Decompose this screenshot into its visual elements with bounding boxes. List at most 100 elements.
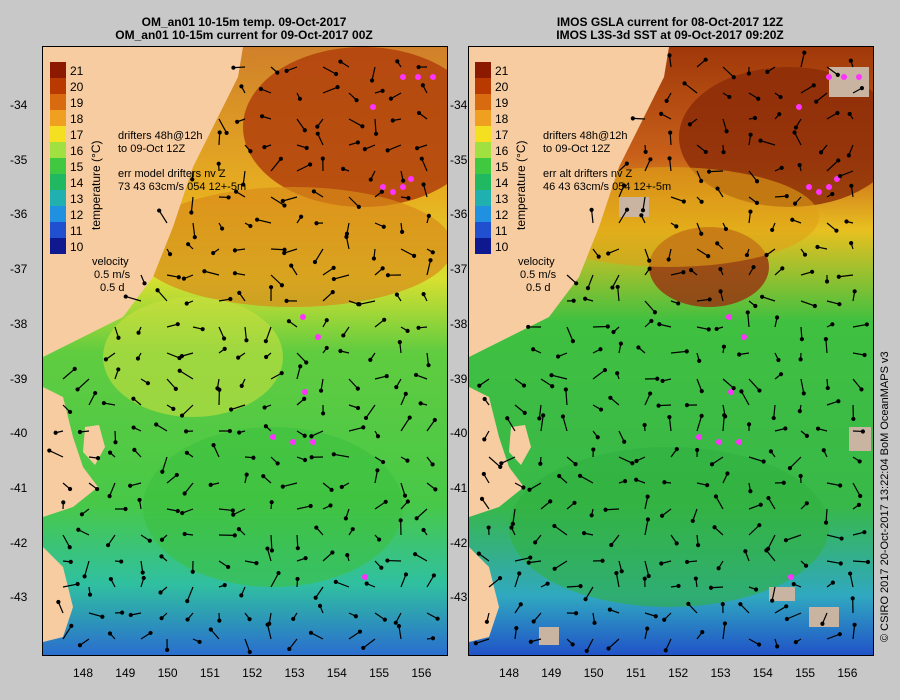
lat-tick-label: -36 [450, 207, 468, 222]
lon-tick-label: 152 [242, 666, 263, 680]
colorbar-tick-label: 13 [495, 192, 509, 206]
colorbar-segment [475, 222, 491, 238]
left-title-line1: OM_an01 10-15m temp. 09-Oct-2017 [141, 15, 347, 29]
lon-tick-label: 151 [199, 666, 220, 680]
right-drifters-line2: to 09-Oct 12Z [543, 143, 611, 155]
colorbar-segment [475, 62, 491, 78]
drifter-markers [270, 74, 436, 580]
right-velocity-legend: velocity 0.5 m/s 0.5 d [518, 256, 556, 295]
colorbar-tick-label: 11 [70, 224, 83, 238]
colorbar-tick-label: 19 [495, 96, 509, 110]
right-drifters-note: drifters 48h@12h to 09-Oct 12Z [543, 130, 628, 156]
colorbar-segment [475, 142, 491, 158]
left-err-line2: 73 43 63cm/s 054 12+-5m [118, 181, 247, 193]
right-err-note: err alt drifters nv Z 46 43 63cm/s 054 1… [543, 168, 671, 194]
colorbar-tick-label: 17 [70, 128, 84, 142]
colorbar-tick-label: 17 [495, 128, 509, 142]
lat-tick-label: -34 [10, 98, 28, 112]
colorbar-tick-label: 16 [70, 144, 84, 158]
left-drifters-note: drifters 48h@12h to 09-Oct 12Z [118, 130, 203, 156]
colorbar-segment [50, 126, 66, 142]
lat-tick-label: -42 [450, 535, 468, 550]
colorbar-tick-label: 10 [70, 240, 84, 254]
lat-tick-label: -34 [450, 98, 468, 112]
lat-tick-label: -37 [450, 262, 468, 277]
colorbar-tick-label: 12 [70, 208, 84, 222]
colorbar-segment [50, 62, 66, 78]
cloud-gaps [539, 67, 871, 645]
colorbar-segment [475, 126, 491, 142]
lon-tick-label: 149 [541, 666, 562, 680]
colorbar-tick-label: 18 [495, 112, 509, 126]
lat-tick-label: -39 [10, 371, 28, 386]
colorbar-right: 21 20 19 18 17 16 15 14 13 12 11 10 [475, 62, 508, 254]
lat-tick-label: -41 [10, 480, 28, 495]
colorbar-title-left: temperature (°C) [89, 140, 103, 231]
colorbar-tick-label: 18 [70, 112, 84, 126]
right-err-line1: err alt drifters nv Z [543, 168, 633, 180]
right-drifters-line1: drifters 48h@12h [543, 130, 628, 142]
lat-tick-label: -42 [10, 535, 28, 550]
colorbar-segment [50, 94, 66, 110]
colorbar-tick-label: 20 [495, 80, 509, 94]
lon-tick-label: 152 [668, 666, 689, 680]
lon-tick-label: 148 [498, 666, 520, 680]
left-map [42, 46, 448, 656]
lon-tick-label: 150 [157, 666, 178, 680]
colorbar-title-right: temperature (°C) [514, 140, 528, 231]
land-mainland [469, 47, 669, 357]
left-title-line2: OM_an01 10-15m current for 09-Oct-2017 0… [115, 28, 373, 42]
colorbar-tick-label: 15 [70, 160, 84, 174]
colorbar-segment [475, 94, 491, 110]
colorbar-tick-label: 10 [495, 240, 509, 254]
colorbar-segment [50, 142, 66, 158]
colorbar-tick-label: 16 [495, 144, 509, 158]
colorbar-tick-label: 13 [70, 192, 84, 206]
lon-tick-label: 148 [72, 666, 94, 680]
lon-tick-label: 153 [284, 666, 305, 680]
colorbar-segment [50, 78, 66, 94]
land-mainland [43, 47, 243, 357]
right-map [468, 46, 874, 656]
lon-tick-label: 150 [583, 666, 604, 680]
left-drifters-line1: drifters 48h@12h [118, 130, 203, 142]
right-title: IMOS GSLA current for 08-Oct-2017 12Z IM… [466, 16, 874, 42]
velocity-label: velocity [518, 256, 555, 268]
drifter-markers [696, 74, 862, 580]
colorbar-segment [50, 174, 66, 190]
colorbar-segment [475, 174, 491, 190]
left-drifters-line2: to 09-Oct 12Z [118, 143, 186, 155]
colorbar-tick-label: 15 [495, 160, 509, 174]
colorbar-segment [475, 78, 491, 94]
colorbar-tick-label: 20 [70, 80, 84, 94]
velocity-duration: 0.5 d [100, 282, 125, 294]
island [509, 425, 531, 465]
lat-tick-label: -38 [450, 316, 468, 331]
lon-tick-label: 149 [115, 666, 136, 680]
colorbar-tick-label: 21 [70, 64, 84, 78]
colorbar-tick-label: 19 [70, 96, 84, 110]
lon-tick-label: 154 [752, 666, 773, 680]
lat-tick-label: -36 [10, 207, 28, 222]
lon-tick-label: 156 [837, 666, 858, 680]
lon-tick-label: 153 [710, 666, 731, 680]
colorbar-segment [50, 206, 66, 222]
right-title-line1: IMOS GSLA current for 08-Oct-2017 12Z [556, 15, 784, 29]
lat-tick-label: -38 [10, 316, 28, 331]
current-vectors [473, 50, 871, 654]
colorbar-segment [475, 238, 491, 254]
lon-tick-label: 156 [411, 666, 432, 680]
lat-tick-label: -35 [10, 152, 28, 167]
colorbar-segment [50, 190, 66, 206]
velocity-speed: 0.5 m/s [520, 269, 557, 281]
colorbar-segment [475, 158, 491, 174]
land-tasmania-coast [43, 387, 98, 517]
lat-tick-label: -40 [10, 426, 28, 441]
lon-tick-label: 155 [369, 666, 390, 680]
left-err-line1: err model drifters nv Z [118, 168, 226, 180]
credit-text: © CSIRO 2017 20-Oct-2017 13:22:04 BoM Oc… [879, 351, 891, 642]
colorbar-segment [50, 158, 66, 174]
lon-tick-label: 155 [795, 666, 816, 680]
velocity-duration: 0.5 d [526, 282, 551, 294]
lat-tick-label: -43 [10, 590, 28, 605]
